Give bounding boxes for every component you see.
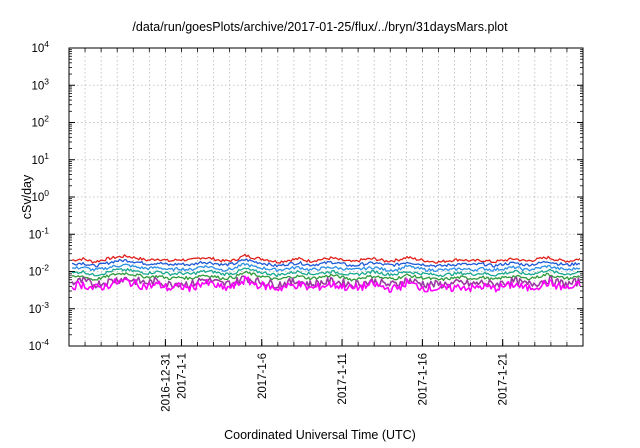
plot-frame <box>68 47 584 347</box>
series-line <box>71 258 581 268</box>
y-tick-label: 10-3 <box>29 300 50 316</box>
x-tick-label: 2017-1-1 <box>176 353 188 399</box>
x-axis-title: Coordinated Universal Time (UTC) <box>224 428 416 442</box>
series-line <box>72 270 581 282</box>
y-tick-label: 10-4 <box>29 337 50 353</box>
grid-lines <box>69 47 583 347</box>
y-axis-title: cSv/day <box>20 174 34 220</box>
series-group <box>71 253 581 294</box>
x-tick-label: 2017-1-6 <box>257 353 269 399</box>
series-line <box>71 262 581 273</box>
y-tick-label: 101 <box>31 151 49 167</box>
series-line <box>71 275 581 294</box>
series-line <box>71 267 581 278</box>
y-tick-label: 103 <box>31 76 49 92</box>
x-tick-label: 2017-1-16 <box>417 353 429 405</box>
y-tick-label: 10-1 <box>29 225 50 241</box>
series-line <box>71 275 581 290</box>
y-tick-label: 104 <box>31 39 49 55</box>
chart-title: /data/run/goesPlots/archive/2017-01-25/f… <box>132 20 508 34</box>
x-tick-label: 2016-12-31 <box>160 353 172 412</box>
series-line <box>71 253 581 264</box>
x-tick-label: 2017-1-11 <box>337 353 349 405</box>
y-tick-label: 102 <box>31 114 49 130</box>
y-tick-label: 100 <box>31 188 49 204</box>
y-tick-label: 10-2 <box>29 263 50 279</box>
x-tick-label: 2017-1-21 <box>498 353 510 405</box>
